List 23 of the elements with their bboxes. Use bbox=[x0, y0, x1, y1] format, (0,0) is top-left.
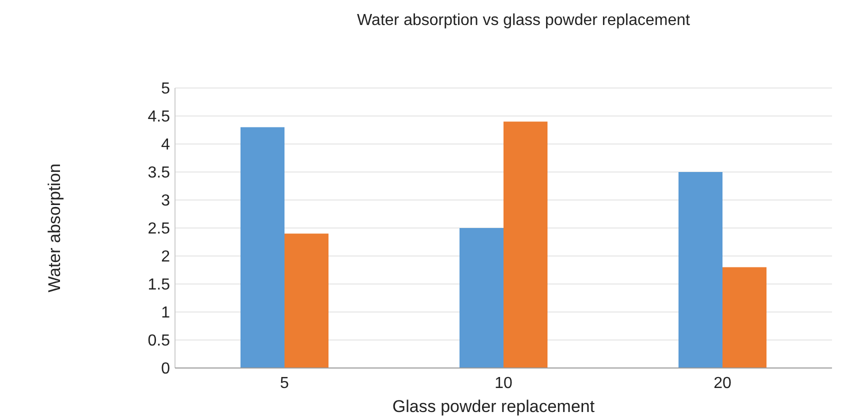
bar bbox=[460, 228, 504, 368]
y-tick-label: 3 bbox=[161, 192, 170, 210]
y-axis-title: Water absorption bbox=[45, 164, 64, 292]
bar bbox=[504, 122, 548, 368]
bar bbox=[240, 127, 284, 368]
y-tick-label: 2 bbox=[161, 248, 170, 266]
y-tick-label: 2.5 bbox=[148, 220, 170, 238]
bar bbox=[722, 267, 766, 368]
x-tick-label: 10 bbox=[494, 375, 512, 392]
y-tick-label: 3.5 bbox=[148, 164, 170, 182]
bar bbox=[678, 172, 722, 368]
y-tick-label: 1.5 bbox=[148, 276, 170, 294]
y-tick-label: 0.5 bbox=[148, 332, 170, 350]
y-tick-label: 5 bbox=[161, 80, 170, 98]
x-tick-label: 5 bbox=[280, 375, 290, 392]
y-tick-label: 4 bbox=[161, 136, 170, 154]
bar bbox=[284, 234, 328, 368]
y-tick-label: 1 bbox=[161, 304, 170, 322]
x-tick-label: 20 bbox=[714, 375, 732, 392]
y-tick-label: 4.5 bbox=[148, 108, 170, 126]
chart-title: Water absorption vs glass powder replacement bbox=[357, 12, 690, 29]
x-axis-title: Glass powder replacement bbox=[392, 397, 595, 416]
y-tick-label: 0 bbox=[161, 360, 170, 378]
